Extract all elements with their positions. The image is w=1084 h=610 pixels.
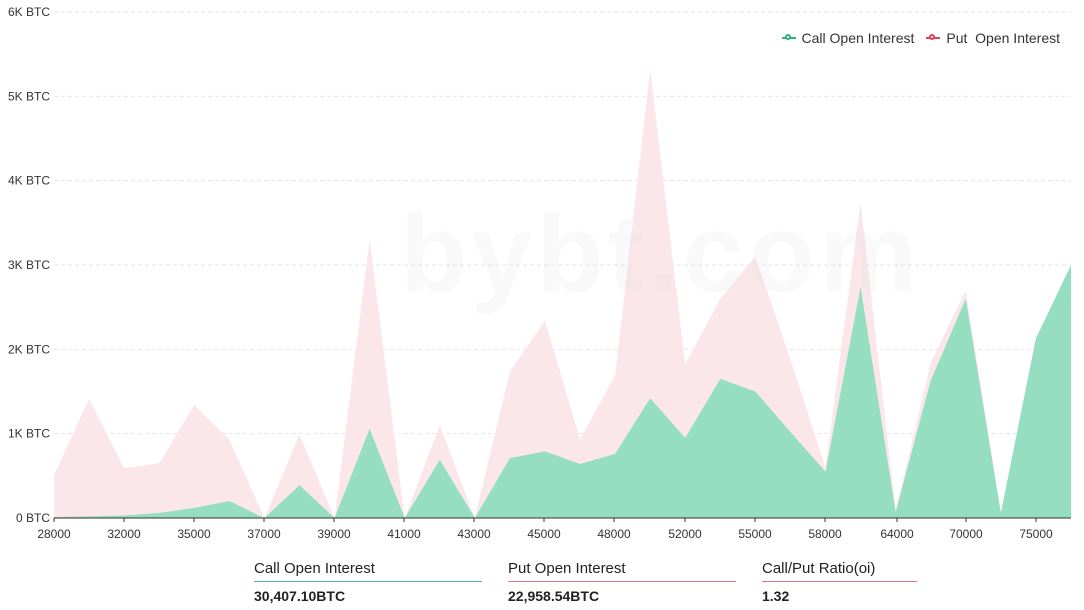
open-interest-chart: 0 BTC 1K BTC 2K BTC 3K BTC 4K BTC 5K BTC 6K BT… — [8, 5, 1071, 541]
x-tick-label: 37000 — [247, 527, 281, 541]
stat-ratio-value: 1.32 — [762, 588, 790, 604]
legend-label-call: Call Open Interest — [801, 30, 915, 46]
call-open-interest-area[interactable] — [54, 265, 1071, 518]
x-tick-label: 32000 — [107, 527, 141, 541]
x-tick-label: 75000 — [1019, 527, 1053, 541]
y-tick-label: 4K BTC — [8, 174, 50, 188]
y-tick-label: 2K BTC — [8, 342, 50, 356]
stat-put-value: 22,958.54BTC — [508, 588, 600, 604]
legend-label-put: Put Open Interest — [946, 30, 1060, 46]
legend-item-call[interactable]: Call Open Interest — [781, 30, 915, 46]
x-tick-label: 48000 — [597, 527, 631, 541]
y-tick-label: 0 BTC — [16, 511, 50, 525]
chart-legend: Call Open Interest Put Open Interest — [781, 30, 1060, 46]
x-tick-label: 45000 — [527, 527, 561, 541]
stat-put-open-interest: Put Open Interest 22,958.54BTC — [508, 560, 736, 604]
legend-item-put[interactable]: Put Open Interest — [926, 30, 1060, 46]
y-tick-label: 6K BTC — [8, 5, 50, 19]
stat-call-put-ratio: Call/Put Ratio(oi) 1.32 — [762, 560, 917, 604]
x-tick-label: 35000 — [177, 527, 211, 541]
stat-call-value: 30,407.10BTC — [254, 588, 346, 604]
x-tick-label: 52000 — [668, 527, 702, 541]
x-tick-label: 64000 — [880, 527, 914, 541]
put-legend-marker-icon — [926, 34, 941, 40]
chart-axes: 0 BTC 1K BTC 2K BTC 3K BTC 4K BTC 5K BTC 6K BT… — [8, 5, 1071, 541]
stat-put-label: Put Open Interest — [508, 560, 736, 582]
x-tick-label: 41000 — [387, 527, 421, 541]
stat-call-label: Call Open Interest — [254, 560, 482, 582]
x-tick-label: 43000 — [457, 527, 491, 541]
x-tick-label: 28000 — [37, 527, 71, 541]
summary-stats: Call Open Interest 30,407.10BTC Put Open… — [254, 560, 917, 604]
stat-call-open-interest: Call Open Interest 30,407.10BTC — [254, 560, 482, 604]
y-tick-label: 3K BTC — [8, 258, 50, 272]
x-tick-label: 55000 — [738, 527, 772, 541]
y-tick-label: 1K BTC — [8, 427, 50, 441]
stat-ratio-label: Call/Put Ratio(oi) — [762, 560, 917, 582]
x-tick-label: 39000 — [317, 527, 351, 541]
y-tick-label: 5K BTC — [8, 89, 50, 103]
x-tick-label: 70000 — [949, 527, 983, 541]
call-legend-marker-icon — [781, 34, 796, 40]
chart-areas — [54, 69, 1071, 518]
x-tick-label: 58000 — [808, 527, 842, 541]
